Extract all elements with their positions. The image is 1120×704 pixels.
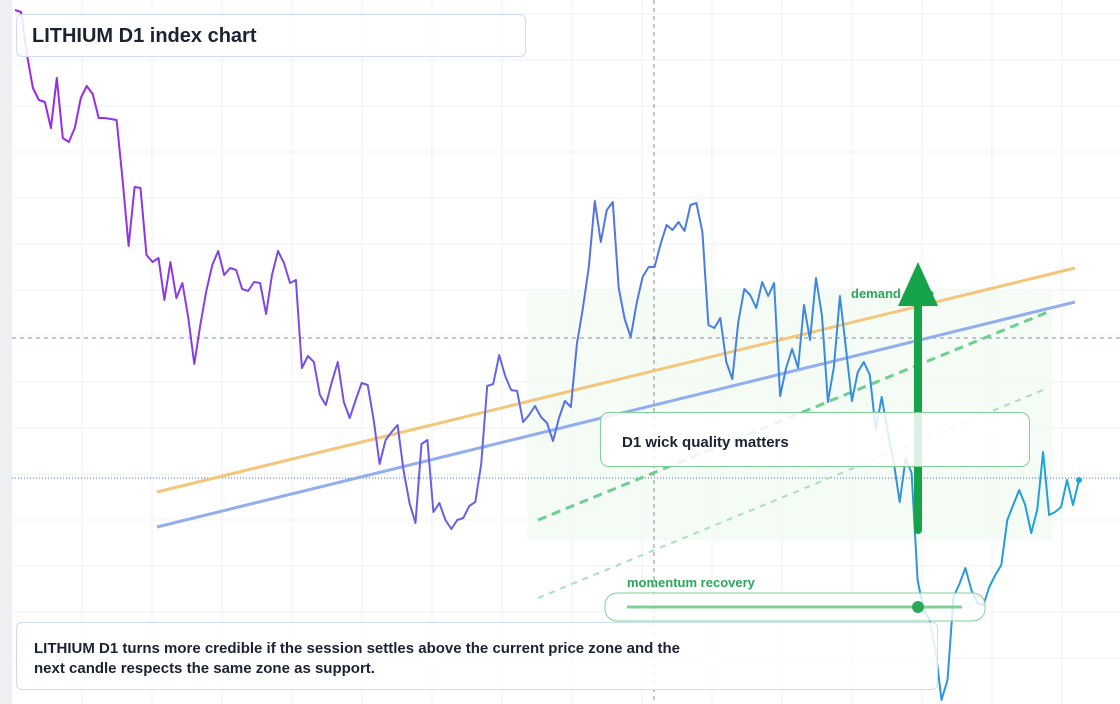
footnote-box: LITHIUM D1 turns more credible if the se… — [16, 622, 938, 690]
left-strip — [0, 0, 12, 704]
title: LITHIUM D1 index chart — [16, 14, 526, 57]
last-point — [1076, 477, 1082, 483]
wick-note: D1 wick quality matters — [600, 412, 1030, 467]
price-line-series — [14, 9, 1080, 701]
momentum-dot — [912, 601, 924, 613]
momentum-label: momentum recovery — [627, 575, 756, 590]
arrow-head — [898, 262, 938, 306]
footnote: LITHIUM D1 turns more credible if the se… — [34, 640, 680, 677]
